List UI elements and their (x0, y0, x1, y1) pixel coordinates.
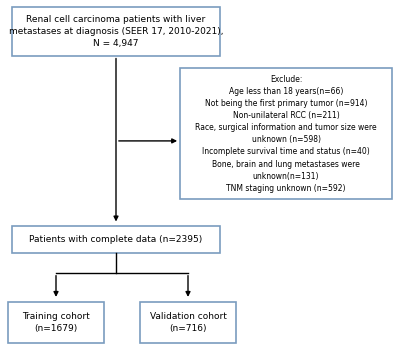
Text: Validation cohort
(n=716): Validation cohort (n=716) (150, 312, 226, 333)
Text: Exclude:
Age less than 18 years(n=66)
Not being the first primary tumor (n=914)
: Exclude: Age less than 18 years(n=66) No… (195, 75, 377, 193)
FancyBboxPatch shape (180, 68, 392, 199)
FancyBboxPatch shape (140, 302, 236, 343)
Text: Renal cell carcinoma patients with liver
metastases at diagnosis (SEER 17, 2010-: Renal cell carcinoma patients with liver… (9, 15, 223, 48)
FancyBboxPatch shape (12, 7, 220, 56)
Text: Training cohort
(n=1679): Training cohort (n=1679) (22, 312, 90, 333)
FancyBboxPatch shape (12, 226, 220, 253)
Text: Patients with complete data (n=2395): Patients with complete data (n=2395) (29, 235, 203, 244)
FancyBboxPatch shape (8, 302, 104, 343)
